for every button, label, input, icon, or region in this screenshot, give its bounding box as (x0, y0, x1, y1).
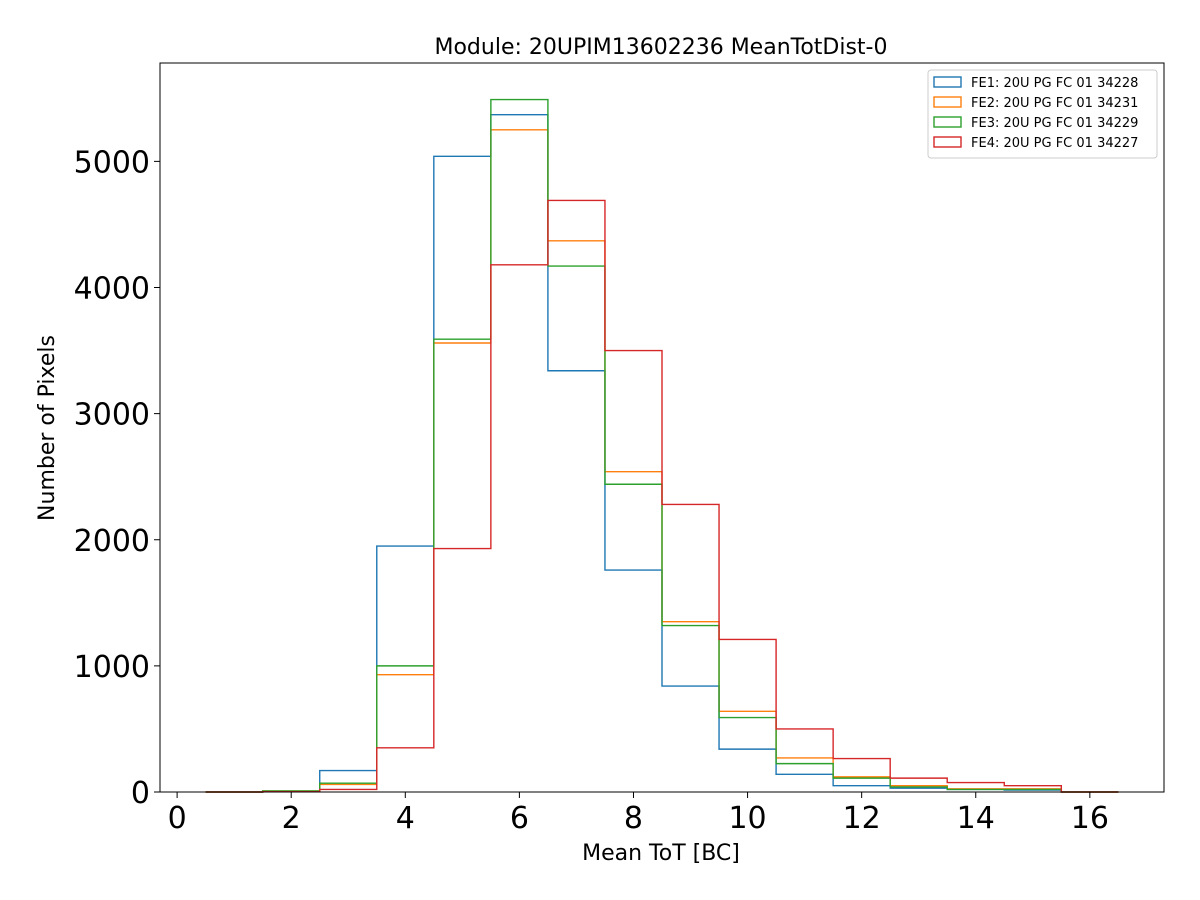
axes-frame (159, 62, 1165, 793)
x-tick-label: 12 (843, 801, 881, 836)
y-tick-label: 1000 (74, 650, 150, 685)
legend-swatch (933, 96, 962, 108)
legend-swatch (933, 136, 962, 148)
x-tick-label: 8 (624, 801, 643, 836)
x-tick-label: 14 (957, 801, 995, 836)
y-tick-label: 2000 (74, 524, 150, 559)
plot-area (205, 98, 1119, 793)
legend-entry: FE3: 20U PG FC 01 34229 (971, 116, 1138, 131)
x-axis: 0 2 4 6 8 10 12 14 16 (168, 792, 1109, 836)
legend-entry: FE4: 20U PG FC 01 34227 (971, 136, 1138, 151)
legend-swatch (933, 116, 962, 128)
y-tick-label: 0 (131, 776, 150, 811)
x-tick-label: 10 (728, 801, 766, 836)
x-tick-label: 0 (168, 801, 187, 836)
legend-swatch (933, 76, 962, 88)
y-tick-label: 4000 (74, 272, 150, 307)
x-tick-label: 4 (396, 801, 415, 836)
x-tick-label: 16 (1071, 801, 1109, 836)
x-axis-label: Mean ToT [BC] (582, 841, 740, 866)
chart-title: Module: 20UPIM13602236 MeanTotDist-0 (434, 35, 887, 60)
legend-entry: FE1: 20U PG FC 01 34228 (971, 76, 1138, 91)
legend: FE1: 20U PG FC 01 34228 FE2: 20U PG FC 01… (927, 69, 1158, 159)
y-tick-label: 3000 (74, 398, 150, 433)
legend-box (927, 69, 1158, 159)
x-tick-label: 6 (510, 801, 529, 836)
series-4-histogram (205, 199, 1119, 793)
y-axis-label: Number of Pixels (35, 335, 60, 521)
x-tick-label: 2 (282, 801, 301, 836)
y-tick-label: 5000 (74, 145, 150, 180)
y-axis: 0 1000 2000 3000 4000 5000 (74, 145, 160, 811)
legend-entry: FE2: 20U PG FC 01 34231 (971, 96, 1138, 111)
